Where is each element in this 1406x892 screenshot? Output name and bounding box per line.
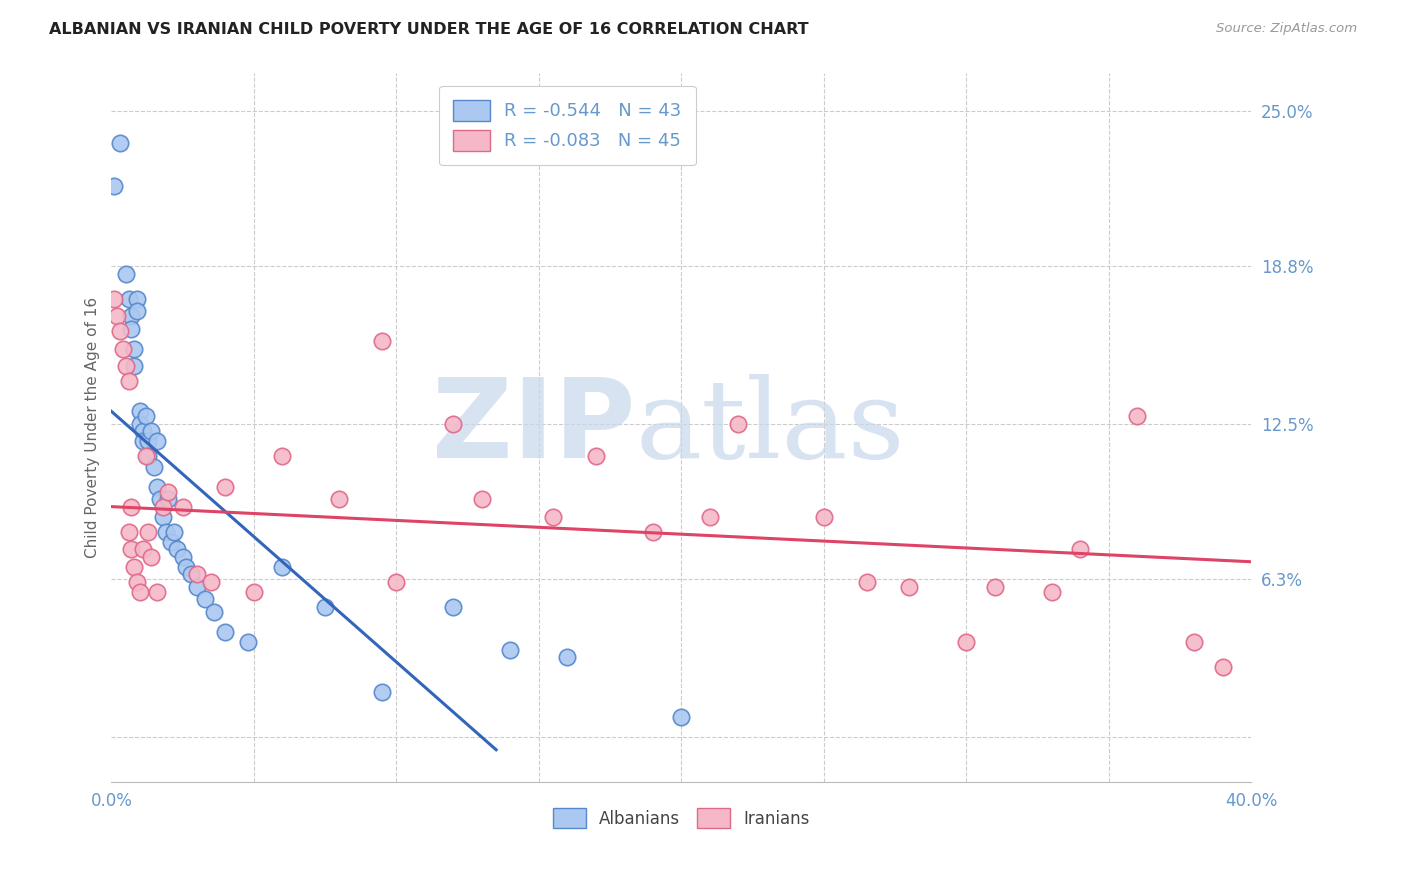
Point (120, 309, 142, 323)
Point (146, 434, 169, 449)
Point (1212, 660, 1234, 674)
Point (200, 574, 222, 589)
Point (1126, 409, 1149, 424)
Point (160, 534, 183, 549)
Point (157, 484, 180, 499)
Point (120, 500, 142, 514)
Point (125, 574, 148, 589)
Point (371, 334, 394, 348)
Point (163, 524, 186, 539)
Point (111, 342, 134, 356)
Point (132, 425, 155, 439)
Point (557, 650, 579, 665)
Point (194, 592, 217, 607)
Point (214, 479, 236, 493)
Text: Source: ZipAtlas.com: Source: ZipAtlas.com (1216, 22, 1357, 36)
Point (955, 635, 977, 649)
Point (243, 585, 266, 599)
Point (172, 549, 194, 564)
Point (105, 309, 128, 323)
Point (180, 567, 202, 582)
Point (152, 509, 174, 524)
Point (122, 359, 145, 374)
Point (1040, 585, 1063, 599)
Point (125, 292, 148, 306)
Point (202, 605, 225, 619)
Point (108, 324, 131, 338)
Point (855, 574, 877, 589)
Point (541, 509, 564, 524)
Point (157, 492, 180, 507)
Point (120, 321, 142, 335)
Point (149, 492, 172, 507)
Point (214, 624, 236, 639)
Point (984, 580, 1007, 594)
Point (585, 450, 607, 464)
Y-axis label: Child Poverty Under the Age of 16: Child Poverty Under the Age of 16 (86, 297, 100, 558)
Point (186, 567, 208, 582)
Point (641, 524, 664, 539)
Point (155, 524, 177, 539)
Point (271, 559, 294, 574)
Point (129, 404, 152, 418)
Point (146, 585, 169, 599)
Point (129, 417, 152, 431)
Point (103, 178, 125, 193)
Point (271, 450, 294, 464)
Point (1182, 635, 1205, 649)
Point (114, 267, 136, 281)
Point (146, 479, 169, 493)
Point (166, 542, 188, 557)
Point (385, 574, 408, 589)
Point (117, 292, 139, 306)
Point (499, 642, 522, 657)
Point (141, 549, 163, 564)
Point (103, 292, 125, 306)
Point (125, 304, 148, 318)
Point (122, 559, 145, 574)
Point (129, 585, 152, 599)
Point (108, 136, 131, 150)
Point (117, 374, 139, 388)
Point (441, 417, 464, 431)
Point (371, 685, 394, 699)
Point (186, 580, 208, 594)
Point (441, 599, 464, 614)
Point (314, 599, 336, 614)
Legend: Albanians, Iranians: Albanians, Iranians (546, 802, 817, 834)
Point (135, 409, 157, 424)
Point (143, 459, 166, 474)
Text: ALBANIAN VS IRANIAN CHILD POVERTY UNDER THE AGE OF 16 CORRELATION CHART: ALBANIAN VS IRANIAN CHILD POVERTY UNDER … (49, 22, 808, 37)
Point (132, 542, 155, 557)
Point (122, 342, 145, 356)
Point (727, 417, 749, 431)
Text: ZIP: ZIP (433, 374, 636, 481)
Point (172, 500, 194, 514)
Point (138, 524, 160, 539)
Point (120, 542, 142, 557)
Text: atlas: atlas (636, 374, 905, 481)
Point (671, 710, 693, 724)
Point (117, 524, 139, 539)
Point (813, 509, 835, 524)
Point (238, 635, 260, 649)
Point (138, 450, 160, 464)
Point (135, 450, 157, 464)
Point (471, 492, 494, 507)
Point (114, 359, 136, 374)
Point (152, 500, 174, 514)
Point (328, 492, 350, 507)
Point (1069, 542, 1091, 557)
Point (138, 434, 160, 449)
Point (132, 434, 155, 449)
Point (699, 509, 721, 524)
Point (898, 580, 921, 594)
Point (174, 559, 197, 574)
Point (141, 425, 163, 439)
